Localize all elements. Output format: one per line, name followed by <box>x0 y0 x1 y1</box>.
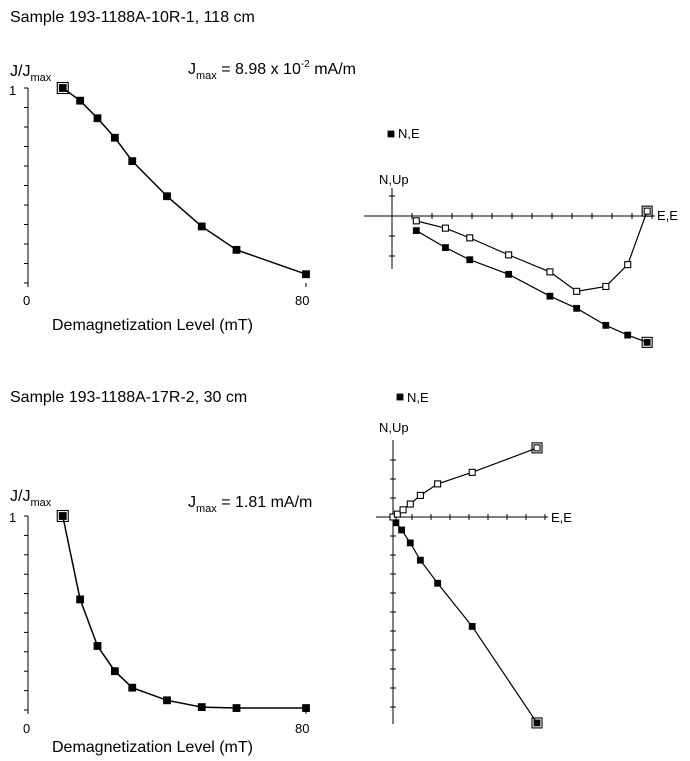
demag2-point <box>302 704 310 712</box>
zij2-filled-point <box>398 526 406 534</box>
zijderveld-axes-2 <box>376 440 548 724</box>
zij1-filled-point <box>573 304 581 312</box>
demag2-point <box>110 667 119 676</box>
zij1-open-point <box>441 224 450 232</box>
x-tick-label-0: 0 <box>23 293 30 308</box>
demag1-point <box>76 96 85 105</box>
zijderveld-chart-2: N,E N,Up E,E <box>376 390 572 729</box>
y-axis-label-2: J/Jmax <box>10 488 52 509</box>
zij1-filled-point <box>466 256 474 264</box>
sample-title-2: Sample 193-1188A-17R-2, 30 cm <box>10 389 247 406</box>
demag1-point-start-box <box>56 81 69 95</box>
zij1-filled-point <box>505 270 513 278</box>
x-tick-label-0-b: 0 <box>23 721 30 736</box>
zij1-filled-point <box>442 244 449 251</box>
zij2-filled-point <box>468 623 476 630</box>
zij1-filled-point <box>602 321 610 329</box>
zij1-open-point <box>624 261 632 269</box>
demag-chart-2: Sample 193-1188A-17R-2, 30 cm J/Jmax Jma… <box>9 389 312 756</box>
zij2-filled-point <box>406 539 414 547</box>
zij1-open-point <box>505 251 513 259</box>
zij2-open-point <box>434 480 442 488</box>
y-tick-label-2: 1 <box>9 510 16 525</box>
x-tick-label-80-b: 80 <box>295 721 309 736</box>
zij2-open-point <box>416 491 424 499</box>
x-axis-label-1: Demagnetization Level (mT) <box>52 317 253 334</box>
demag2-point <box>76 595 85 604</box>
vertical-axis-label-2: N,Up <box>379 420 409 435</box>
zij2-filled-point <box>392 519 400 527</box>
legend-label-2: N,E <box>407 390 429 405</box>
demag-axis-2 <box>24 515 307 714</box>
sample-title-1: Sample 193-1188A-10R-1, 118 cm <box>10 9 255 26</box>
horizontal-axis-label-1: E,E <box>657 208 678 223</box>
demag-chart-1: Sample 193-1188A-10R-1, 118 cm J/Jmax Jm… <box>9 9 356 334</box>
x-tick-label-80: 80 <box>295 293 309 308</box>
zij1-filled-point <box>624 331 632 339</box>
demag2-point <box>128 683 137 692</box>
demag2-point <box>93 642 102 650</box>
demag2-point <box>163 696 171 705</box>
demag1-point <box>58 84 67 92</box>
zij1-filled-point <box>643 338 651 346</box>
demag-series-2 <box>56 509 310 712</box>
zij2-open-end-box <box>531 442 543 454</box>
demag1-point <box>110 133 119 142</box>
horizontal-axis-label-2: E,E <box>551 510 572 525</box>
zij2-open-point <box>533 444 541 452</box>
zij2-open-line <box>392 447 538 518</box>
zij2-filled-point <box>416 556 424 564</box>
demag1-point <box>163 192 171 201</box>
zij2-open-point <box>399 506 407 514</box>
zij1-filled-end-box <box>641 336 653 348</box>
zij1-filled-point <box>412 227 420 234</box>
demag2-point <box>58 512 67 520</box>
zij1-open-point <box>602 282 610 291</box>
zij1-open-point <box>546 268 554 276</box>
zijderveld-chart-1: N,E N,Up E,E <box>364 126 678 348</box>
zij2-filled-point <box>434 579 442 587</box>
zij1-filled-point <box>546 292 554 300</box>
jmax-annotation-1: Jmax = 8.98 x 10-2 mA/m <box>188 59 356 82</box>
legend-marker-1 <box>387 130 395 138</box>
zij1-open-point <box>573 287 581 295</box>
demag1-point <box>232 245 241 254</box>
zijderveld-series-1 <box>412 205 653 348</box>
demag-axis-1 <box>24 87 307 287</box>
zij1-open-point <box>643 207 651 215</box>
zij2-open-point <box>468 468 476 476</box>
demag2-point <box>197 703 206 711</box>
legend-label-1: N,E <box>398 126 420 141</box>
x-axis-label-2: Demagnetization Level (mT) <box>52 739 253 756</box>
zij2-filled-end-box <box>531 717 543 729</box>
zij2-open-point <box>406 500 414 508</box>
demag2-line <box>62 515 306 709</box>
demag2-point-start-box <box>56 509 69 523</box>
zij2-open-point <box>393 510 401 518</box>
demag1-point <box>197 222 206 231</box>
zij1-open-point <box>412 217 420 225</box>
demag1-point <box>302 270 310 279</box>
zij1-open-point <box>466 234 474 242</box>
demag-series-1 <box>56 81 310 279</box>
zij2-filled-point <box>533 719 541 727</box>
zijderveld-series-2 <box>389 442 543 729</box>
jmax-annotation-2: Jmax = 1.81 mA/m <box>188 494 312 515</box>
demag1-point <box>128 157 137 166</box>
vertical-axis-label-1: N,Up <box>379 172 409 187</box>
zij1-filled-line <box>415 230 648 343</box>
zij1-open-line <box>416 210 648 292</box>
y-tick-label-1: 1 <box>9 83 16 98</box>
zij2-filled-line <box>392 516 538 724</box>
zij1-open-end-box <box>641 205 653 217</box>
y-axis-label-1: J/Jmax <box>10 63 52 84</box>
demag2-point <box>232 704 241 712</box>
legend-marker-2 <box>396 393 404 401</box>
demag1-point <box>93 114 102 123</box>
